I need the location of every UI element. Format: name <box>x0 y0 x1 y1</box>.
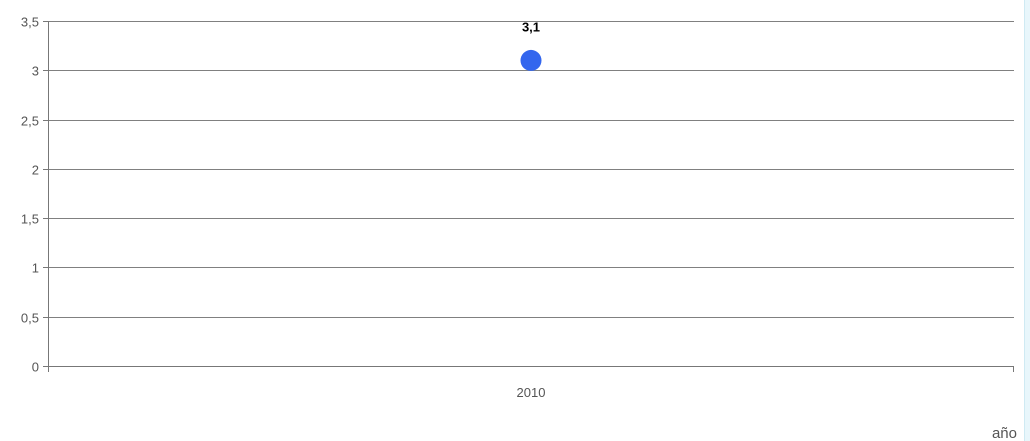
x-axis-label: año <box>992 425 1017 441</box>
data-point <box>520 49 542 71</box>
y-tick-label: 0,5 <box>21 311 39 326</box>
x-tick-labels: 2010 <box>517 385 546 400</box>
axes <box>43 21 1014 372</box>
right-edge-strip <box>1024 0 1030 441</box>
data-label: 3,1 <box>522 19 540 34</box>
y-tick-label: 2,5 <box>21 114 39 129</box>
y-tick-labels: 0 0,5 1 1,5 2 2,5 3 3,5 <box>21 15 39 375</box>
data-points: 3,1 <box>520 19 542 71</box>
x-tick-label: 2010 <box>517 385 546 400</box>
y-tick-label: 0 <box>32 360 39 375</box>
y-tick-label: 3 <box>32 64 39 79</box>
y-tick-label: 2 <box>32 163 39 178</box>
y-tick-label: 1 <box>32 261 39 276</box>
y-tick-label: 1,5 <box>21 212 39 227</box>
y-tick-label: 3,5 <box>21 15 39 30</box>
